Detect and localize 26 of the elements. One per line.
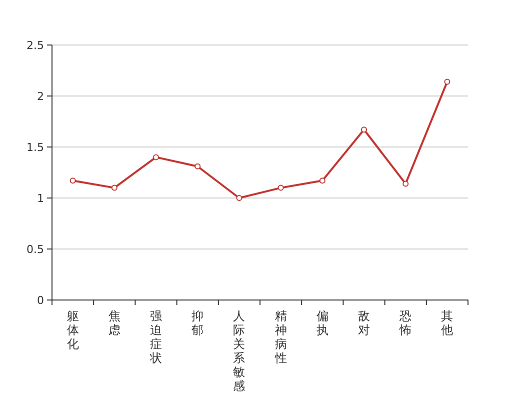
x-tick-label: 焦虑 [108, 309, 120, 337]
point [319, 178, 326, 184]
point [361, 126, 367, 133]
x-tick-label: 其他 [441, 309, 454, 337]
x-tick-label: 恐怖 [398, 309, 412, 337]
point [278, 184, 284, 191]
y-tick-label: 2 [37, 90, 44, 103]
x-tick-label: 精神病性 [274, 309, 287, 365]
x-tick-label: 抑郁 [192, 309, 204, 337]
x-tick-label: 强迫症状 [149, 309, 162, 365]
y-tick-label: 1 [37, 192, 44, 205]
y-tick-label: 0.5 [26, 243, 44, 256]
point [194, 163, 201, 170]
x-tick-label: 偏执 [316, 309, 328, 337]
point [236, 195, 242, 201]
x-tick-label: 敌对 [358, 309, 370, 337]
point [70, 178, 76, 184]
y-tick-label: 2.5 [26, 39, 44, 52]
x-tick-label: 人际关系敏感 [233, 309, 246, 393]
point [111, 184, 118, 191]
point [402, 180, 409, 187]
point [444, 78, 450, 85]
point [153, 154, 159, 160]
x-tick-label: 躯体化 [66, 309, 79, 351]
y-tick-label: 1.5 [26, 141, 44, 154]
y-tick-label: 0 [37, 294, 44, 307]
